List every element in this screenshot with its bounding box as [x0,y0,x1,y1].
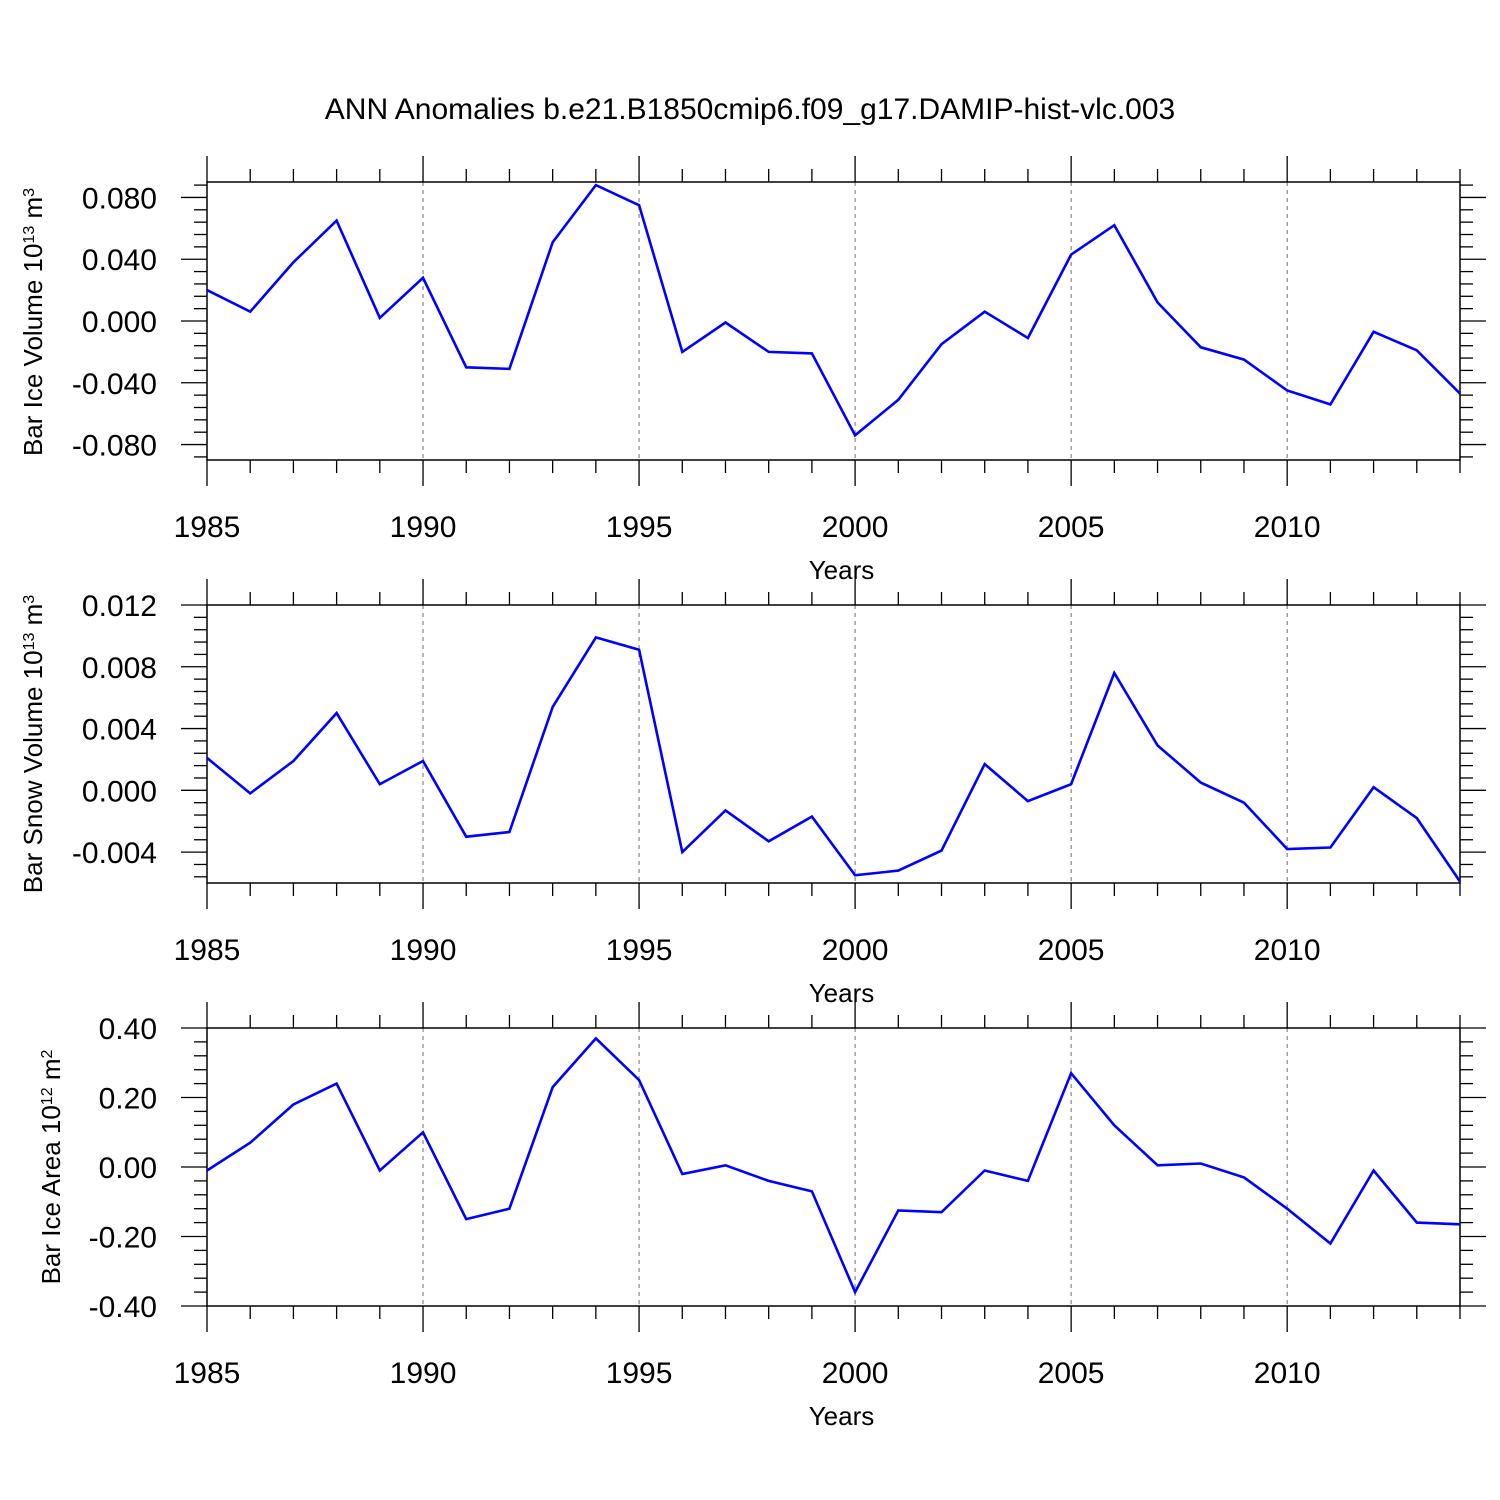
x-tick-label: 2005 [1038,511,1105,544]
x-tick-label: 2000 [822,1357,889,1390]
x-tick-label: 2010 [1254,511,1321,544]
x-axis-label: Years [809,555,875,585]
panel-3: 0.40 0.20 0.00 -0.20 -0.40 1985 1990 1995 2000 20… [36,1002,1486,1431]
figure-title: ANN Anomalies b.e21.B1850cmip6.f09_g17.D… [325,93,1175,126]
y-tick-label: 0.008 [82,652,157,685]
y-tick-label: 0.40 [99,1013,157,1046]
y-tick-label: 0.012 [82,590,157,623]
x-axis-label: Years [809,978,875,1008]
y-axis-label-superscript: 13 [21,226,38,244]
y-tick-label: -0.080 [72,430,157,463]
plot-frame [206,604,1461,884]
x-tick-label: 1995 [606,1357,673,1390]
y-tick-label: 0.040 [82,244,157,277]
x-axis-label: Years [809,1401,875,1431]
x-tick-label: 1990 [390,1357,457,1390]
y-tick-label: -0.004 [72,837,157,870]
y-axis-label-part: m [36,1058,66,1087]
panel-1: 0.080 0.040 0.000 -0.040 -0.080 1985 1990 1995 2… [18,156,1486,585]
panel-2: 0.012 0.008 0.004 0.000 -0.004 1985 1990 1995 20… [18,579,1486,1008]
series-line [206,1036,1461,1296]
y-axis-label-superscript: 3 [21,595,38,604]
x-tick-label: 2010 [1254,934,1321,967]
x-tick-label: 2005 [1038,934,1105,967]
x-tick-label: 1995 [606,934,673,967]
y-axis-label-part: Bar Ice Area 10 [36,1105,66,1284]
x-tick-label: 1985 [174,1357,241,1390]
y-axis-label-superscript: 3 [21,188,38,197]
x-tick-label: 2000 [822,934,889,967]
series-line [206,183,1461,438]
y-tick-label: 0.004 [82,714,157,747]
panels-container: 0.080 0.040 0.000 -0.040 -0.080 1985 1990 1995 2… [18,156,1486,1431]
y-axis-label-superscript: 12 [39,1087,56,1105]
series-line [206,635,1462,883]
x-tick-label: 1985 [174,934,241,967]
x-tick-label: 2000 [822,511,889,544]
y-axis-label-part: m [18,604,48,633]
y-tick-label: -0.20 [89,1222,157,1255]
y-axis-label-part: Bar Ice Volume 10 [18,244,48,456]
y-tick-label: -0.40 [89,1291,157,1324]
x-tick-label: 1995 [606,511,673,544]
y-axis-label: Bar Snow Volume 1013 m3 [18,595,48,894]
x-tick-label: 2005 [1038,1357,1105,1390]
x-tick-label: 1990 [390,934,457,967]
y-tick-label: 0.000 [82,775,157,808]
x-tick-label: 2010 [1254,1357,1321,1390]
y-axis-label: Bar Ice Area 1012 m2 [36,1049,66,1284]
y-tick-label: 0.000 [82,306,157,339]
y-axis-label-part: Bar Snow Volume 10 [18,650,48,893]
y-tick-label: 0.080 [82,182,157,215]
x-tick-label: 1990 [390,511,457,544]
y-axis-label-superscript: 13 [21,632,38,650]
y-tick-label: 0.00 [99,1152,157,1185]
x-tick-label: 1985 [174,511,241,544]
y-axis-label-part: m [18,197,48,226]
y-axis-label-superscript: 2 [39,1049,56,1058]
y-tick-label: 0.20 [99,1083,157,1116]
y-tick-label: -0.040 [72,368,157,401]
y-axis-label: Bar Ice Volume 1013 m3 [18,188,48,456]
